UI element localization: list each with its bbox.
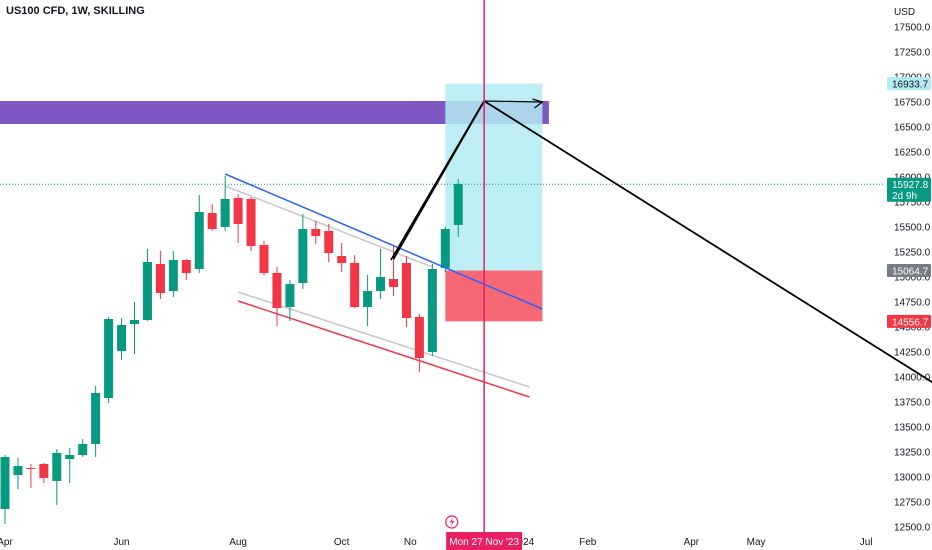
crosshair-date-text: Mon 27 Nov '23 [449,537,519,548]
candle-body[interactable] [155,264,165,293]
x-tick-label: Jun [113,537,129,548]
y-tick-label: 15250.0 [894,248,931,259]
y-tick-label: 13250.0 [894,448,931,459]
y-tick-label: 14000.0 [894,373,931,384]
y-tick-label: 17250.0 [894,48,931,59]
crosshair-date-bg [446,532,523,550]
price-tag-value: 14556.7 [892,317,929,328]
x-tick-label: 2024 [512,537,535,548]
candle-body[interactable] [91,393,101,444]
y-tick-label: 13750.0 [894,398,931,409]
y-tick-label: 13500.0 [894,423,931,434]
candle-body[interactable] [39,464,49,478]
y-tick-label: 16500.0 [894,123,931,134]
x-tick-label: May [747,537,766,548]
candle-body[interactable] [427,269,437,352]
candle-body[interactable] [259,245,269,273]
candle-body[interactable] [117,325,127,351]
stop-zone[interactable] [445,270,543,322]
target-zone[interactable] [445,83,543,271]
y-tick-label: 14750.0 [894,298,931,309]
candle-body[interactable] [13,466,23,475]
price-tag-bg [887,314,931,328]
y-tick-label: 14250.0 [894,348,931,359]
y-tick-label: 15000.0 [894,273,931,284]
price-tag-bg [887,77,931,91]
x-tick-label: Feb [579,537,597,548]
lightning-glyph [449,517,455,527]
channel-lower-grey-line[interactable] [237,291,530,388]
y-tick-label: 17500.0 [894,23,931,34]
candle-body[interactable] [324,231,334,253]
candle-body[interactable] [181,260,191,273]
projection-arrow-line[interactable] [484,100,543,103]
price-tag-value: 15927.8 [892,180,929,191]
price-tag-stop[interactable]: 14556.7 [887,314,931,329]
y-tick-label: 13000.0 [894,473,931,484]
projection-path-line[interactable] [390,104,483,261]
y-tick-label: 15750.0 [894,198,931,209]
candle-body[interactable] [376,277,386,291]
candle-body[interactable] [285,284,295,307]
candle-body[interactable] [298,229,308,283]
x-tick-label: Apr [684,537,700,548]
y-tick-label: 14500.0 [894,323,931,334]
lightning-icon[interactable] [445,515,459,529]
price-tag-bg [887,264,931,278]
candle-body[interactable] [453,184,463,225]
price-tag-entry[interactable]: 15064.7 [887,264,931,278]
candle-body[interactable] [272,273,282,308]
candle-body[interactable] [363,291,373,307]
candle-body[interactable] [104,319,114,398]
crosshair-date-label[interactable]: Mon 27 Nov '23 [446,532,523,550]
candle-body[interactable] [246,199,256,246]
price-tag-current[interactable]: 15927.82d 9h [887,177,931,203]
channel-upper-blue-line[interactable] [224,173,543,310]
price-tag-countdown: 2d 9h [892,191,917,202]
y-tick-label: 16250.0 [894,148,931,159]
chart-title: US100 CFD, 1W, SKILLING [6,5,145,17]
y-tick-label: 16750.0 [894,98,931,109]
candle-body[interactable] [194,212,204,269]
y-tick-label: 12500.0 [894,523,931,534]
candle-body[interactable] [78,444,88,455]
price-tag-bg [887,177,931,202]
candle-body[interactable] [220,199,230,227]
resistance-zone[interactable] [0,101,549,124]
price-tag-target[interactable]: 16933.7 [887,77,931,91]
candle-body[interactable] [350,263,360,307]
candle-body[interactable] [26,468,36,469]
y-tick-label: 12750.0 [894,498,931,509]
candle-body[interactable] [0,457,10,509]
candle-body[interactable] [207,213,217,229]
candle-body[interactable] [311,229,321,236]
candle-body[interactable] [168,260,178,291]
x-tick-label: Apr [0,537,13,548]
candle-body[interactable] [389,279,398,287]
candle-body[interactable] [233,198,243,224]
arrow-head-icon [532,98,544,109]
candle-body[interactable] [401,263,411,318]
candle-body[interactable] [337,256,347,263]
candle-body[interactable] [130,320,139,324]
candle-body[interactable] [142,262,152,320]
candle-body[interactable] [52,453,62,481]
candle-body[interactable] [65,455,75,459]
x-tick-label: No [404,537,417,548]
price-tag-value: 15064.7 [892,267,929,278]
channel-lower-red-line[interactable] [237,300,530,398]
y-tick-label: 15500.0 [894,223,931,234]
candle-body[interactable] [440,229,450,268]
candle-body[interactable] [414,317,424,358]
x-tick-label: Jul [860,537,873,548]
currency-label: USD [894,7,915,18]
x-tick-label: Aug [229,537,247,548]
projection-down-line[interactable] [483,100,932,483]
price-tag-value: 16933.7 [892,80,929,91]
x-tick-label: Oct [334,537,350,548]
